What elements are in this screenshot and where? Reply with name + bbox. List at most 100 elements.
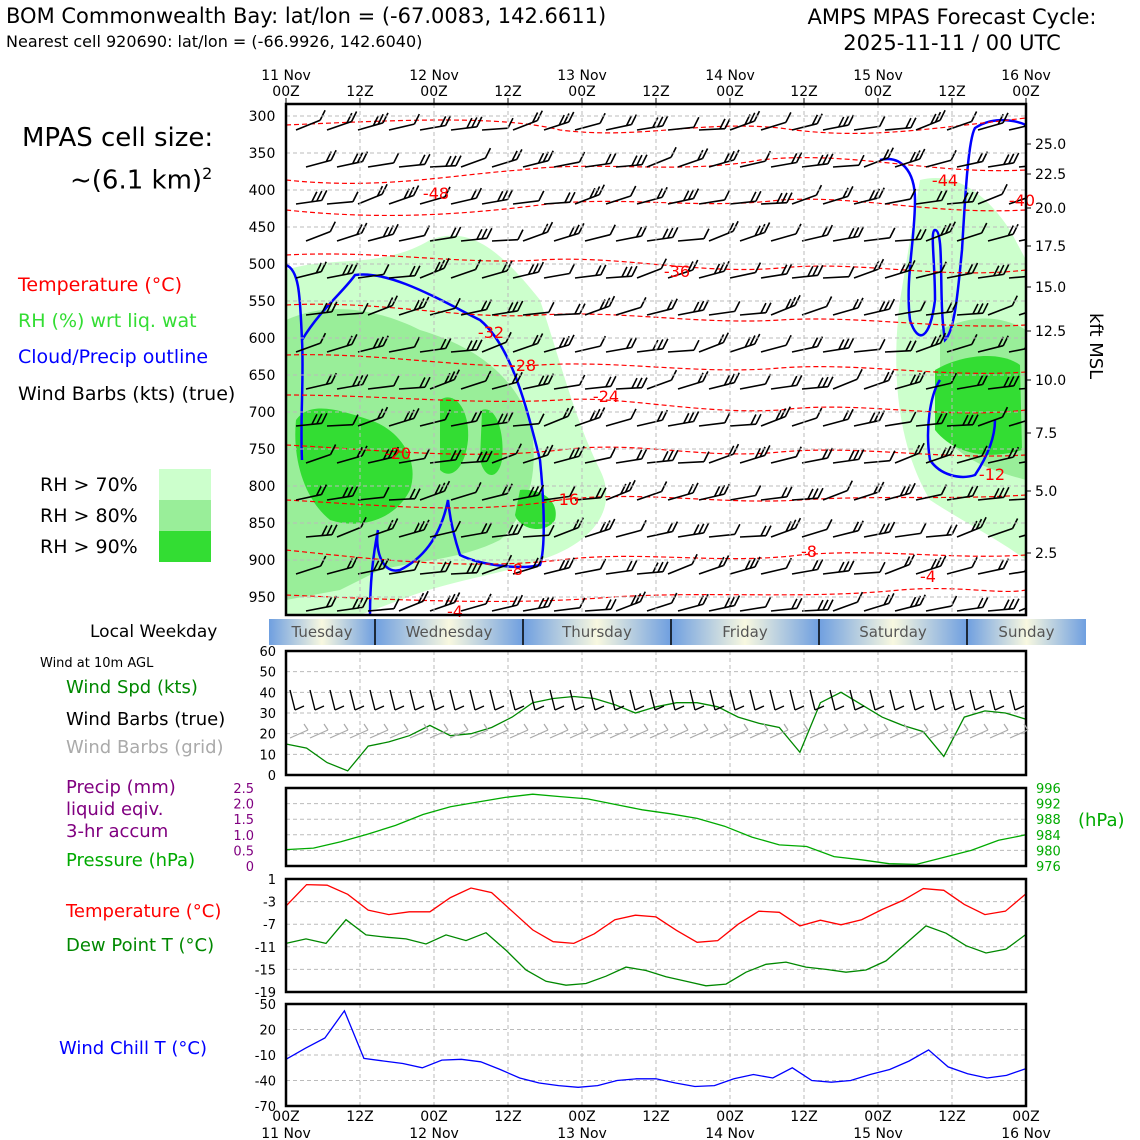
surface-wind-barb-flag	[614, 705, 625, 711]
grid-wind-barb	[669, 729, 689, 739]
wind-barb-flag	[672, 227, 679, 238]
surface-wind-barb	[729, 689, 736, 711]
wind-barb-flag	[501, 484, 509, 496]
wind-spd-label: Wind Spd (kts)	[66, 677, 198, 698]
bottom-time-label: 12Z	[790, 1109, 817, 1125]
wind-barb-flag	[945, 445, 952, 457]
wind-barb-flag	[868, 189, 876, 201]
wind-barb-flag	[511, 373, 518, 384]
wind-barb-flag	[470, 188, 478, 200]
legend-rh80-label: RH > 80%	[40, 505, 138, 527]
wind-barb-flag	[356, 224, 363, 235]
wind-barb-staff	[605, 569, 632, 575]
pressure-tick-label: 500	[249, 257, 276, 273]
precip-label-1: Precip (mm)	[66, 777, 176, 798]
surface-wind-barb-flag	[814, 705, 825, 711]
panel-ytick-label: -11	[255, 941, 276, 956]
surface-wind-barb	[849, 689, 856, 711]
weekday-band	[671, 619, 819, 645]
wind-barb-flag	[723, 152, 731, 163]
panel-ytick-label: 50	[259, 998, 276, 1013]
wind-barb-flag	[361, 374, 369, 385]
surface-wind-barb-flag	[634, 705, 645, 711]
pressure-tick-label: 850	[249, 516, 276, 532]
wind-barb-flag	[1045, 448, 1050, 458]
wind-barb-flag	[449, 593, 456, 605]
wind-barb-staff	[791, 568, 818, 575]
wind-barb-staff	[450, 197, 477, 205]
grid-wind-barb	[389, 729, 409, 739]
wind-barb-flag	[413, 113, 421, 125]
wind-barb-flag	[857, 520, 864, 532]
wind-barb-staff	[729, 566, 756, 575]
wind-barb-flag	[630, 594, 637, 606]
wind-barb-staff	[832, 529, 859, 538]
wind-barb-staff	[295, 199, 322, 205]
wind-barb-flag	[475, 410, 483, 422]
wind-barb-staff	[305, 159, 332, 168]
wind-barb-flag	[754, 225, 761, 237]
grid-wind-barb-flag	[683, 723, 689, 731]
grid-wind-barb-flag	[1003, 723, 1009, 731]
grid-wind-barb	[749, 729, 769, 739]
wind-barb-flag	[939, 332, 947, 344]
wind-barb-staff	[1008, 419, 1026, 427]
top-time-label: 12Z	[642, 84, 669, 100]
grid-wind-barb	[489, 729, 509, 739]
wind-barb-staff	[326, 423, 354, 427]
wind-barb-staff	[667, 126, 694, 131]
wind-barb-flag	[657, 561, 664, 573]
wind-barb-staff	[574, 345, 601, 353]
wind-barb-flag	[321, 190, 328, 201]
wind-barb-flag	[505, 331, 512, 343]
rh90-area-5	[935, 355, 1022, 455]
wind-barb-flag	[763, 222, 771, 233]
wind-barb-flag	[631, 377, 638, 389]
surface-wind-barb-flag	[414, 705, 425, 711]
wind-barb-flag	[382, 449, 390, 460]
wind-barb-flag	[967, 486, 974, 498]
wind-barb-flag	[476, 451, 483, 463]
surface-wind-barb	[589, 689, 596, 711]
precip-ytick-label: 2.5	[233, 782, 254, 797]
wind-barb-flag	[687, 261, 694, 272]
wind-barb-flag	[826, 224, 834, 236]
wind-barb-staff	[429, 530, 456, 538]
wind-barb-staff	[543, 566, 570, 575]
rh80-area	[286, 309, 534, 600]
height-tick-label: 7.5	[1035, 426, 1057, 442]
wind-barb-flag	[1044, 520, 1049, 530]
wind-barb-flag	[418, 520, 425, 532]
wind-barb-flag	[754, 262, 762, 273]
wind-barb-flag	[377, 336, 385, 348]
wind-barb-flag	[641, 377, 648, 388]
grid-wind-barb	[369, 729, 389, 739]
wind-barb-staff	[605, 418, 632, 427]
wind-barb-flag	[1001, 406, 1009, 418]
surface-wind-barb	[429, 689, 436, 711]
wind-barb-staff	[708, 310, 735, 316]
grid-wind-barb	[649, 729, 669, 739]
wind-barb-flag	[439, 115, 447, 127]
wind-barb-staff	[357, 122, 384, 131]
wind-barb-flag	[636, 154, 643, 166]
pressure-tick-label: 550	[249, 294, 276, 310]
wind-barb-flag	[386, 297, 394, 308]
wind-barb-flag	[631, 265, 638, 277]
panel-frame	[284, 649, 1028, 777]
wind-barb-flag	[527, 264, 535, 275]
surface-wind-barb-flag	[754, 705, 765, 711]
wind-barb-flag	[970, 111, 978, 122]
wind-barb-flag	[454, 297, 461, 309]
wind-barb-flag	[702, 593, 709, 605]
weekday-band	[375, 619, 523, 645]
wind-barb-staff	[605, 275, 632, 279]
wind-barb-flag	[734, 523, 741, 535]
wind-barb-flag	[971, 520, 978, 532]
wind-barb-flag	[1003, 599, 1010, 610]
wind-barb-flag	[857, 226, 865, 237]
wind-barb-flag	[775, 409, 782, 421]
wind-barb-staff	[770, 161, 797, 168]
wind-barb-staff	[822, 418, 849, 427]
panel-ytick-label: -3	[263, 896, 276, 911]
